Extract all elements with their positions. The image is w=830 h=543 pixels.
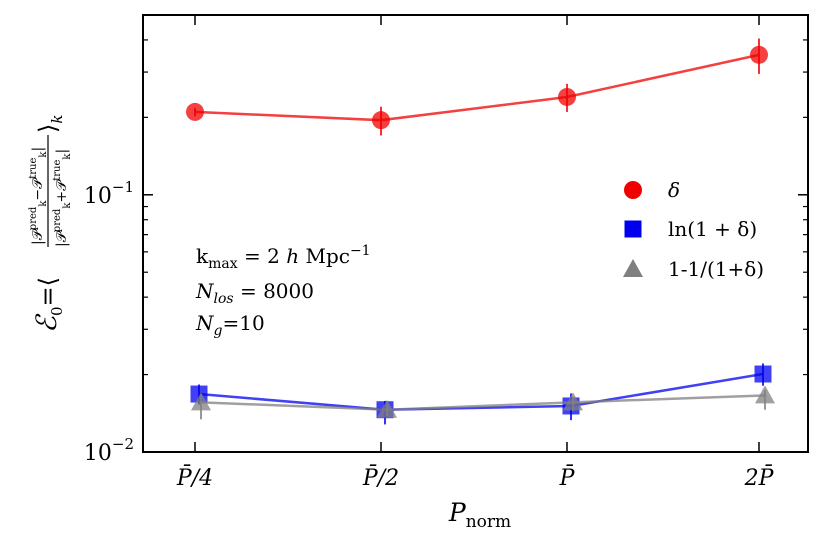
annotation-nlos: Nlos = 8000 bbox=[195, 279, 314, 307]
plot-frame bbox=[142, 14, 809, 453]
svg-text:|𝒫predk−𝒫truek|: |𝒫predk−𝒫truek| bbox=[28, 147, 49, 245]
annotation-ng: Ng=10 bbox=[195, 311, 265, 339]
data-point bbox=[563, 392, 583, 411]
data-point bbox=[377, 399, 397, 418]
data-point bbox=[623, 259, 643, 277]
data-point bbox=[754, 365, 772, 383]
x-tick-label: 2P̄ bbox=[744, 464, 775, 491]
y-tick-label: 10−2 bbox=[84, 435, 134, 466]
series-line bbox=[200, 394, 766, 411]
series-line bbox=[194, 53, 760, 122]
data-point bbox=[624, 220, 642, 238]
series-1 bbox=[190, 363, 772, 425]
series-line bbox=[198, 372, 764, 411]
x-tick-label: P̄/2 bbox=[362, 464, 399, 491]
svg-text:|𝒫predk+𝒫truek|: |𝒫predk+𝒫truek| bbox=[52, 149, 73, 247]
y-tick-label: 10−1 bbox=[84, 178, 134, 209]
data-point bbox=[750, 45, 768, 64]
legend-label: 1-1/(1+δ) bbox=[668, 257, 764, 281]
svg-text:⟩k: ⟩k bbox=[34, 115, 66, 133]
annotation-kmax: kmax = 2 h Mpc−1 bbox=[196, 243, 371, 272]
series-0 bbox=[186, 38, 768, 136]
data-point bbox=[186, 102, 204, 121]
x-tick-label: P̄ bbox=[559, 464, 576, 491]
svg-text:ℰ0=⟨: ℰ0=⟨ bbox=[30, 277, 66, 333]
series-layer bbox=[186, 38, 775, 425]
legend-label: ln(1 + δ) bbox=[668, 217, 757, 241]
series-2 bbox=[191, 385, 775, 420]
x-tick-label: P̄/4 bbox=[176, 464, 213, 491]
y-axis-title: ℰ0=⟨ |𝒫predk−𝒫truek| |𝒫predk+𝒫truek| ⟩k bbox=[28, 115, 73, 333]
data-point bbox=[372, 111, 390, 130]
x-tick-labels: P̄/4 P̄/2 P̄ 2P̄ bbox=[176, 464, 775, 491]
legend: δ ln(1 + δ) 1-1/(1+δ) bbox=[623, 178, 764, 281]
data-point bbox=[191, 392, 211, 411]
annotation-block: kmax = 2 h Mpc−1 Nlos = 8000 Ng=10 bbox=[195, 243, 371, 339]
legend-label: δ bbox=[668, 178, 680, 202]
data-point bbox=[624, 181, 642, 199]
data-point bbox=[755, 385, 775, 404]
data-point bbox=[558, 87, 576, 106]
x-axis-title: Pnorm bbox=[448, 498, 511, 532]
y-tick-labels: 10−2 10−1 bbox=[84, 178, 134, 466]
